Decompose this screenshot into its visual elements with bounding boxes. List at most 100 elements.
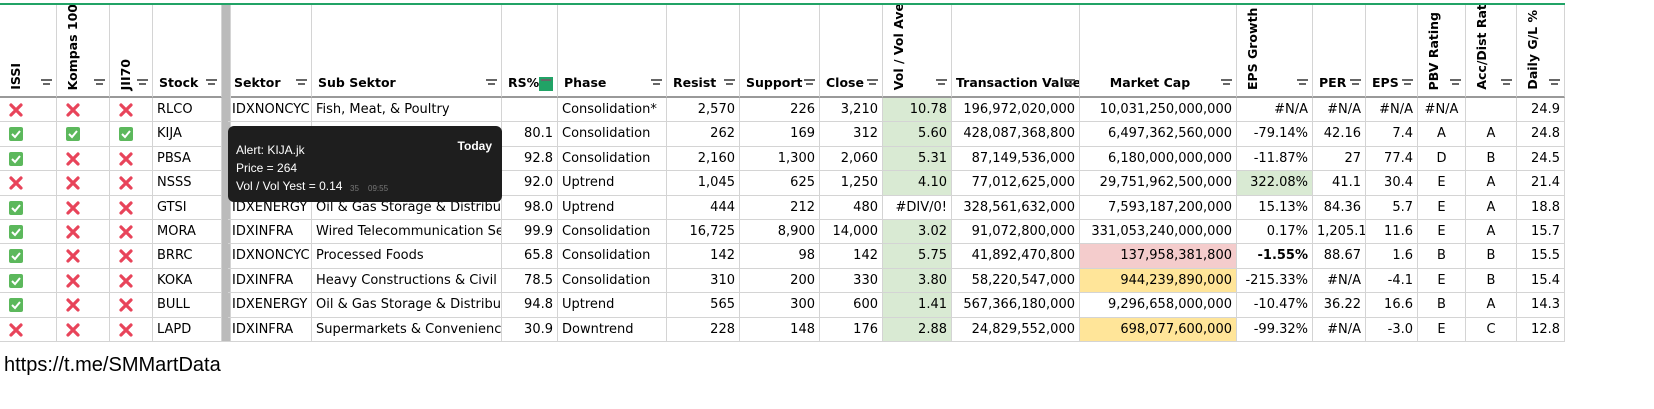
cell: Downtrend [558, 317, 667, 342]
cell: 14.3 [1517, 293, 1565, 318]
cell: E [1418, 195, 1466, 220]
cell: 24.9 [1517, 98, 1565, 123]
cell: A [1466, 171, 1517, 196]
column-header: Daily G/L % [1517, 5, 1565, 98]
cell: Consolidation [558, 268, 667, 294]
top-bar [0, 3, 1565, 5]
check-icon [57, 244, 110, 269]
check-icon [57, 220, 110, 245]
filter-button[interactable] [1549, 79, 1560, 89]
check-icon [57, 98, 110, 123]
cell: 565 [667, 293, 740, 318]
check-icon [110, 293, 153, 318]
cell: 328,561,632,000 [952, 195, 1080, 220]
cell: 30.4 [1366, 171, 1418, 196]
cell: 98.0 [502, 195, 558, 220]
check-icon [110, 98, 153, 123]
filter-button[interactable] [539, 77, 553, 91]
cell: 15.5 [1517, 244, 1565, 269]
filter-button[interactable] [137, 79, 148, 89]
filter-button[interactable] [1501, 79, 1512, 89]
cell: 8,900 [740, 220, 820, 245]
filter-button[interactable] [1450, 79, 1461, 89]
cell: Uptrend [558, 171, 667, 196]
filter-button[interactable] [651, 79, 662, 89]
cell: 5.75 [883, 244, 952, 269]
filter-button[interactable] [296, 79, 307, 89]
cell: 322.08% [1237, 171, 1313, 196]
filter-button[interactable] [1221, 79, 1232, 89]
cell: IDXENERGY [228, 293, 312, 318]
cell: B [1466, 146, 1517, 172]
cell: 18.8 [1517, 195, 1565, 220]
cell: #N/A [1366, 98, 1418, 123]
filter-button[interactable] [94, 79, 105, 89]
cell: KOKA [153, 268, 222, 294]
cell: -79.14% [1237, 122, 1313, 147]
check-icon [57, 195, 110, 220]
footer-link[interactable]: https://t.me/SMMartData [4, 354, 221, 376]
filter-button[interactable] [724, 79, 735, 89]
cell: 1.6 [1366, 244, 1418, 269]
check-icon [57, 171, 110, 196]
filter-button[interactable] [936, 79, 947, 89]
cell: IDXINFRA [228, 317, 312, 342]
cell: Consolidation* [558, 98, 667, 123]
cell: 196,972,020,000 [952, 98, 1080, 123]
cell: E [1418, 171, 1466, 196]
alert-title: Alert: KIJA.jk [236, 143, 305, 157]
cell: Wired Telecommunication Se [312, 220, 502, 245]
cell: LAPD [153, 317, 222, 342]
cell: 21.4 [1517, 171, 1565, 196]
cell: 3.02 [883, 220, 952, 245]
header-text: Support [746, 75, 803, 90]
cell: 99.9 [502, 220, 558, 245]
cell: Processed Foods [312, 244, 502, 269]
cell: RLCO [153, 98, 222, 123]
column-header: Stock [153, 5, 222, 98]
cell: 94.8 [502, 293, 558, 318]
header-text: Kompas 100 [65, 5, 80, 90]
header-text: Daily G/L % [1525, 10, 1540, 90]
cell: 87,149,536,000 [952, 146, 1080, 172]
cell: GTSI [153, 195, 222, 220]
cell: 331,053,240,000,000 [1080, 220, 1237, 245]
cell: 12.8 [1517, 317, 1565, 342]
filter-button[interactable] [1064, 79, 1075, 89]
check-icon [0, 293, 57, 318]
cell: 16.6 [1366, 293, 1418, 318]
cell: 4.10 [883, 171, 952, 196]
cell: 312 [820, 122, 883, 147]
cell: A [1466, 122, 1517, 147]
header-text: EPS [1372, 75, 1399, 90]
cell: MORA [153, 220, 222, 245]
header-text: Close [826, 75, 864, 90]
filter-button[interactable] [867, 79, 878, 89]
cell: 176 [820, 317, 883, 342]
cell: -215.33% [1237, 268, 1313, 294]
filter-button[interactable] [206, 79, 217, 89]
cell: 58,220,547,000 [952, 268, 1080, 294]
cell: 36.22 [1313, 293, 1366, 318]
cell: 2.88 [883, 317, 952, 342]
cell: 200 [740, 268, 820, 294]
cell: 41,892,470,800 [952, 244, 1080, 269]
cell [1466, 98, 1517, 123]
cell: 212 [740, 195, 820, 220]
filter-button[interactable] [804, 79, 815, 89]
cell: 15.4 [1517, 268, 1565, 294]
header-text: Transaction Value [956, 75, 1080, 90]
check-icon [110, 146, 153, 172]
filter-button[interactable] [1350, 79, 1361, 89]
check-icon [0, 195, 57, 220]
column-header: EPS [1366, 5, 1418, 98]
cell: 9,296,658,000,000 [1080, 293, 1237, 318]
filter-button[interactable] [41, 79, 52, 89]
filter-button[interactable] [1297, 79, 1308, 89]
filter-button[interactable] [1402, 79, 1413, 89]
cell: 88.67 [1313, 244, 1366, 269]
check-icon [0, 268, 57, 294]
filter-button[interactable] [486, 79, 497, 89]
cell: 142 [820, 244, 883, 269]
cell: C [1466, 317, 1517, 342]
